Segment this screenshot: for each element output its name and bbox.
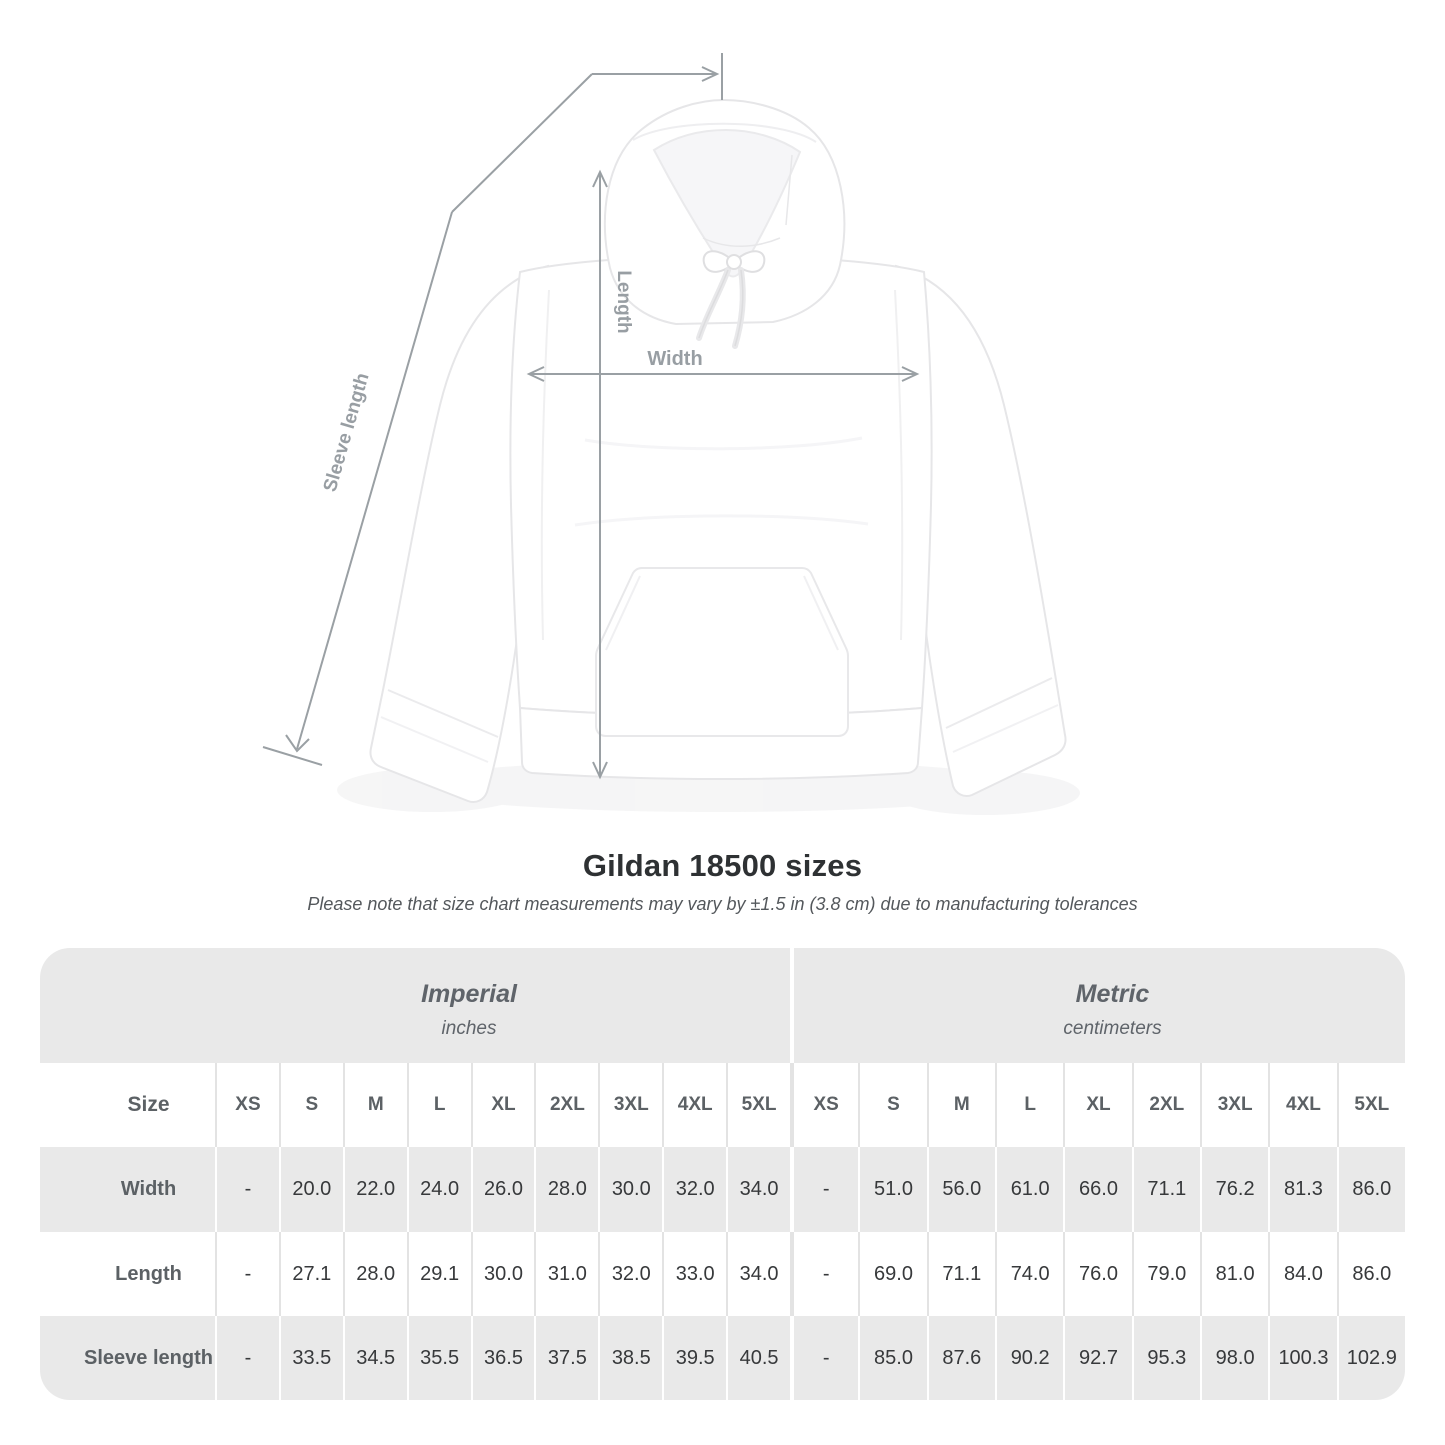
size-table: Imperial inches Metric centimeters Size X… [40,948,1405,1400]
col-header-imperial: S [278,1063,343,1147]
cell-value-metric: - [790,1316,859,1400]
cell-value-metric: - [790,1147,859,1232]
unit-group-unit: centimeters [1063,1017,1162,1039]
cell-value-metric: 66.0 [1063,1147,1132,1232]
cell-value-metric: 87.6 [926,1316,995,1400]
sleeve-length-label: Sleeve length [320,371,374,495]
col-header-imperial: XL [470,1063,535,1147]
cell-value-metric: 76.0 [1063,1232,1132,1316]
col-header-metric: XS [790,1063,859,1147]
cell-value-metric: 100.3 [1268,1316,1337,1400]
cell-value-imperial: 33.5 [278,1316,343,1400]
col-header-metric: L [995,1063,1064,1147]
cell-value-imperial: 36.5 [470,1316,535,1400]
unit-group-metric: Metric centimeters [790,948,1405,1063]
col-header-metric: 2XL [1131,1063,1200,1147]
col-header-imperial: 3XL [598,1063,663,1147]
cell-value-metric: - [790,1232,859,1316]
cell-value-metric: 79.0 [1131,1232,1200,1316]
cell-value-metric: 95.3 [1131,1316,1200,1400]
cell-value-imperial: - [215,1147,279,1232]
cell-value-metric: 86.0 [1336,1232,1405,1316]
drawstring-bow [696,250,766,349]
length-label: Length [613,270,634,333]
col-header-metric: XL [1063,1063,1132,1147]
cell-value-imperial: 30.0 [470,1232,535,1316]
cell-value-metric: 51.0 [858,1147,927,1232]
unit-group-name: Imperial [421,979,517,1008]
cell-value-metric: 102.9 [1336,1316,1405,1400]
cell-value-imperial: 37.5 [534,1316,599,1400]
col-header-metric: 4XL [1268,1063,1337,1147]
width-label: Width [647,348,702,370]
tolerance-note: Please note that size chart measurements… [307,894,1138,914]
cell-value-metric: 90.2 [995,1316,1064,1400]
cell-value-imperial: 34.0 [726,1147,791,1232]
length-arrow [592,169,608,780]
row-label: Length [40,1232,215,1316]
unit-group-unit: inches [441,1017,497,1039]
col-header-imperial: 4XL [662,1063,727,1147]
cell-value-metric: 71.1 [1131,1147,1200,1232]
cell-value-imperial: 33.0 [662,1232,727,1316]
row-label: Sleeve length [40,1316,215,1400]
hood [604,98,846,326]
cell-value-imperial: - [215,1316,279,1400]
col-header-imperial: 5XL [726,1063,791,1147]
cell-value-imperial: 20.0 [278,1147,343,1232]
cell-value-metric: 81.3 [1268,1147,1337,1232]
cell-value-imperial: 34.0 [726,1232,791,1316]
cell-value-imperial: 30.0 [598,1147,663,1232]
col-header-metric: S [858,1063,927,1147]
size-column-header: Size [40,1063,215,1147]
cell-value-imperial: 39.5 [662,1316,727,1400]
unit-group-imperial: Imperial inches [40,948,791,1063]
cell-value-metric: 76.2 [1199,1147,1269,1232]
hoodie-body [509,254,933,717]
cell-value-metric: 69.0 [858,1232,927,1316]
cell-value-metric: 98.0 [1199,1316,1269,1400]
width-arrow [526,366,920,382]
cell-value-imperial: 35.5 [406,1316,471,1400]
col-header-imperial: XS [215,1063,279,1147]
cell-value-imperial: 31.0 [534,1232,599,1316]
cell-value-metric: 81.0 [1199,1232,1269,1316]
cell-value-imperial: 32.0 [662,1147,727,1232]
cell-value-metric: 92.7 [1063,1316,1132,1400]
cell-value-metric: 86.0 [1336,1147,1405,1232]
cell-value-metric: 61.0 [995,1147,1064,1232]
cell-value-imperial: 27.1 [278,1232,343,1316]
col-header-metric: 3XL [1199,1063,1269,1147]
cell-value-metric: 71.1 [926,1232,995,1316]
cell-value-imperial: 24.0 [406,1147,471,1232]
kangaroo-pocket [595,567,849,737]
col-header-imperial: 2XL [534,1063,599,1147]
cell-value-metric: 84.0 [1268,1232,1337,1316]
col-header-metric: M [926,1063,995,1147]
cell-value-imperial: 40.5 [726,1316,791,1400]
page-title: Gildan 18500 sizes [582,848,863,883]
cell-value-imperial: 34.5 [342,1316,407,1400]
sleeve-length-arrow [262,53,723,766]
col-header-imperial: L [406,1063,471,1147]
cell-value-imperial: 29.1 [406,1232,471,1316]
cell-value-imperial: 38.5 [598,1316,663,1400]
cell-value-metric: 85.0 [858,1316,927,1400]
cell-value-metric: 74.0 [995,1232,1064,1316]
cell-value-metric: 56.0 [926,1147,995,1232]
col-header-metric: 5XL [1336,1063,1405,1147]
row-label: Width [40,1147,215,1232]
cell-value-imperial: - [215,1232,279,1316]
cell-value-imperial: 22.0 [342,1147,407,1232]
cell-value-imperial: 26.0 [470,1147,535,1232]
cell-value-imperial: 28.0 [342,1232,407,1316]
cell-value-imperial: 28.0 [534,1147,599,1232]
cell-value-imperial: 32.0 [598,1232,663,1316]
col-header-imperial: M [342,1063,407,1147]
unit-group-name: Metric [1075,979,1150,1008]
hoodie-diagram: Sleeve length Length Width [262,53,1067,803]
